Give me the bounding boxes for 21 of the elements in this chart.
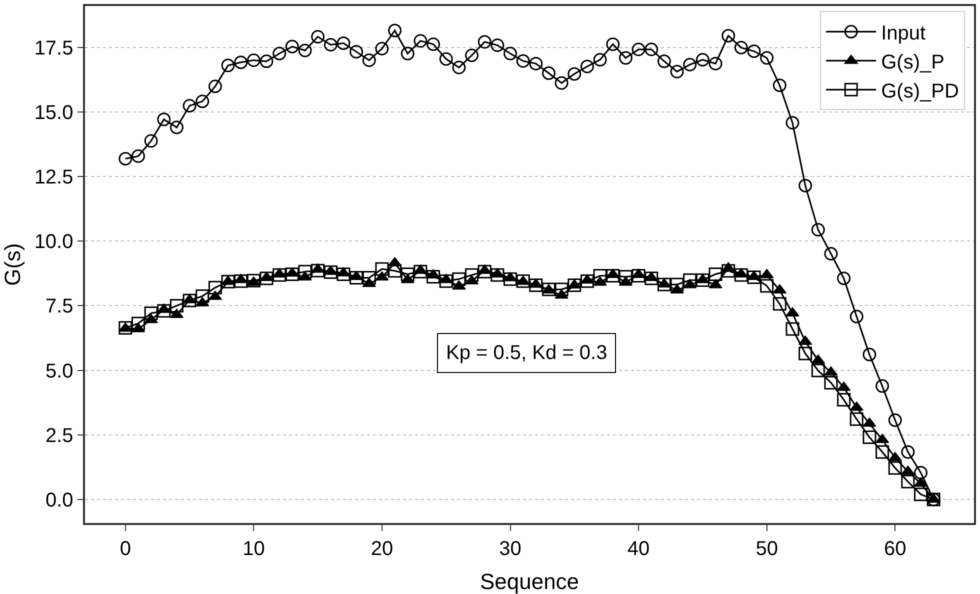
y-tick-label: 10.0 <box>34 231 74 254</box>
y-tick-label: 7.5 <box>45 296 74 318</box>
y-tick-label: 12.5 <box>34 166 74 189</box>
x-tick-label: 20 <box>370 538 394 560</box>
y-tick-label: 5.0 <box>45 360 74 382</box>
y-tick-label: 2.5 <box>45 424 74 447</box>
x-tick-label: 10 <box>242 538 265 560</box>
x-tick-label: 30 <box>499 538 522 560</box>
y-tick-label: 0.0 <box>45 489 74 512</box>
x-axis-title: Sequence <box>480 569 580 594</box>
y-axis-title: G(s) <box>0 243 25 286</box>
legend-label: G(s)_PD <box>881 80 959 102</box>
legend-label: Input <box>881 22 926 44</box>
y-tick-label: 15.0 <box>34 102 74 124</box>
y-tick-label: 17.5 <box>34 37 74 60</box>
x-tick-label: 60 <box>884 538 906 560</box>
legend-label: G(s)_P <box>881 51 944 74</box>
x-tick-label: 50 <box>756 538 778 560</box>
x-tick-label: 40 <box>627 538 650 560</box>
annotation: Kp = 0.5, Kd = 0.3 <box>446 342 608 364</box>
x-tick-label: 0 <box>120 538 131 560</box>
